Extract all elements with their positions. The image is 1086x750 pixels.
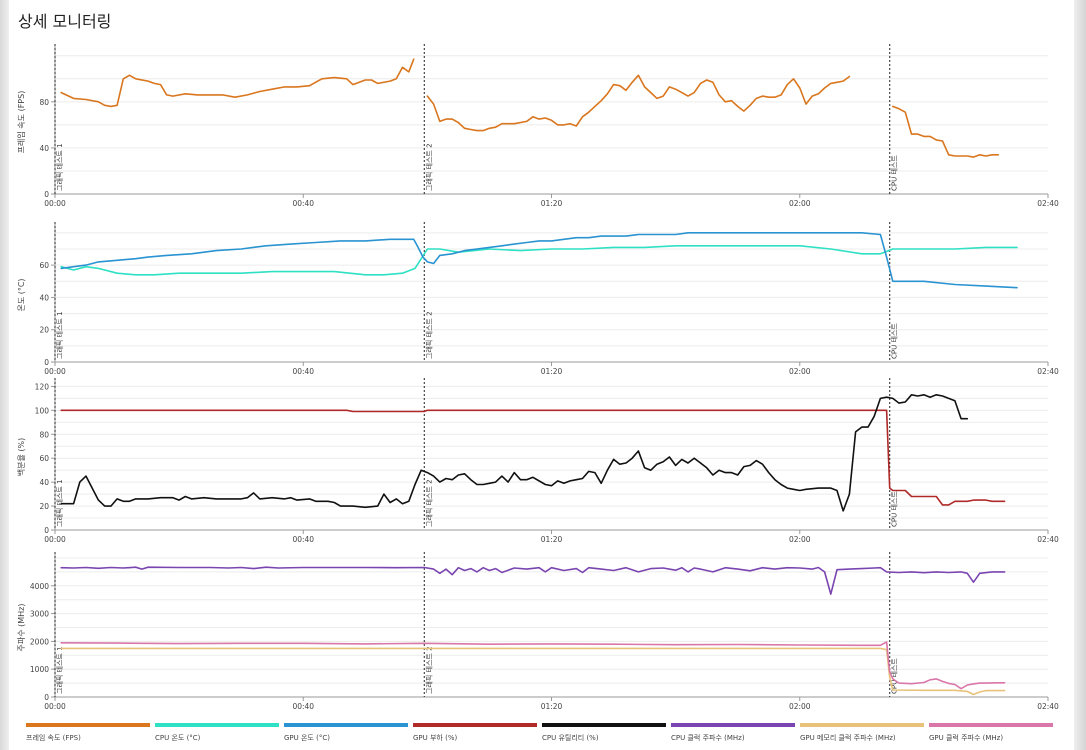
test-marker-label: 그래픽 테스트 1 — [55, 479, 64, 527]
window-frame-right — [1074, 0, 1086, 750]
y-tick-label: 80 — [39, 430, 49, 439]
x-tick-label: 02:00 — [789, 199, 811, 208]
x-tick-label: 00:40 — [292, 702, 314, 711]
x-tick-label: 01:20 — [541, 535, 563, 544]
series-line — [60, 245, 1018, 276]
test-marker-label: CPU 테스트 — [891, 323, 899, 359]
legend-item-gpu-clock[interactable]: GPU 클럭 주파수 (MHz) — [929, 723, 1053, 743]
x-tick-label: 02:40 — [1037, 367, 1059, 376]
legend-swatch — [929, 723, 1053, 727]
window-frame-left — [0, 0, 9, 750]
y-tick-label: 1000 — [30, 665, 49, 674]
test-marker-label: 그래픽 테스트 2 — [424, 479, 433, 527]
y-tick-label: 0 — [44, 190, 49, 199]
legend-label: GPU 클럭 주파수 (MHz) — [929, 734, 1004, 742]
y-tick-label: 40 — [39, 293, 49, 302]
x-tick-label: 01:20 — [541, 702, 563, 711]
series-line — [60, 232, 1018, 289]
y-tick-label: 4000 — [30, 582, 49, 591]
x-tick-label: 00:00 — [44, 702, 66, 711]
series-line — [60, 409, 1006, 506]
series-line — [60, 641, 1006, 690]
y-axis-title: 프레임 속도 (FPS) — [17, 91, 26, 154]
test-marker-label: 그래픽 테스트 2 — [424, 143, 433, 191]
legend-label: 프레임 속도 (FPS) — [26, 734, 81, 742]
x-tick-label: 02:00 — [789, 367, 811, 376]
test-marker-label: 그래픽 테스트 2 — [424, 646, 433, 694]
page-title: 상세 모니터링 — [18, 12, 112, 31]
x-tick-label: 02:40 — [1037, 702, 1059, 711]
legend-swatch — [26, 723, 150, 727]
x-tick-label: 02:40 — [1037, 535, 1059, 544]
legend-label: GPU 온도 (°C) — [284, 734, 330, 742]
x-tick-label: 00:40 — [292, 199, 314, 208]
x-tick-label: 02:00 — [789, 702, 811, 711]
legend-label: CPU 온도 (°C) — [155, 734, 201, 742]
test-marker-label: 그래픽 테스트 1 — [55, 646, 64, 694]
y-tick-label: 0 — [44, 693, 49, 702]
test-marker-label: 그래픽 테스트 1 — [55, 143, 64, 191]
legend-swatch — [155, 723, 279, 727]
series-line — [426, 74, 851, 132]
y-tick-label: 0 — [44, 358, 49, 367]
x-tick-label: 01:20 — [541, 199, 563, 208]
legend-swatch — [671, 723, 795, 727]
y-tick-label: 120 — [35, 382, 50, 391]
y-tick-label: 3000 — [30, 610, 49, 619]
test-marker-label: 그래픽 테스트 1 — [55, 311, 64, 359]
y-tick-label: 2000 — [30, 637, 49, 646]
legend-label: GPU 메모리 클럭 주파수 (MHz) — [800, 734, 896, 742]
legend-item-fps[interactable]: 프레임 속도 (FPS) — [26, 723, 150, 743]
y-axis-title: 주파수 (MHz) — [17, 604, 26, 652]
legend-swatch — [800, 723, 924, 727]
y-tick-label: 0 — [44, 526, 49, 535]
legend: 프레임 속도 (FPS) CPU 온도 (°C) GPU 온도 (°C) GPU… — [26, 723, 1060, 747]
legend-swatch — [413, 723, 537, 727]
charts-area: 0 40 80 00:00 00:40 01:20 02:00 02:40 프레임 속도 (FP… — [16, 44, 1059, 711]
y-tick-label: 40 — [39, 478, 49, 487]
y-tick-label: 60 — [39, 454, 49, 463]
y-tick-label: 100 — [35, 406, 50, 415]
legend-item-gpu-load[interactable]: GPU 부하 (%) — [413, 723, 537, 743]
legend-swatch — [542, 723, 666, 727]
series-line — [60, 58, 415, 108]
x-tick-label: 00:40 — [292, 367, 314, 376]
test-marker-label: CPU 테스트 — [891, 491, 899, 527]
test-marker-label: CPU 테스트 — [891, 658, 899, 694]
x-tick-label: 00:40 — [292, 535, 314, 544]
x-tick-label: 00:00 — [44, 199, 66, 208]
legend-label: CPU 클럭 주파수 (MHz) — [671, 734, 745, 742]
legend-item-gpu-temp[interactable]: GPU 온도 (°C) — [284, 723, 408, 743]
legend-item-cpu-clock[interactable]: CPU 클럭 주파수 (MHz) — [671, 723, 795, 743]
test-marker-label: 그래픽 테스트 2 — [424, 311, 433, 359]
series-line — [891, 105, 1000, 158]
y-tick-label: 60 — [39, 261, 49, 270]
y-tick-label: 20 — [39, 326, 49, 335]
y-tick-label: 80 — [39, 98, 49, 107]
y-tick-label: 40 — [39, 144, 49, 153]
legend-item-gpu-mem-clock[interactable]: GPU 메모리 클럭 주파수 (MHz) — [800, 723, 924, 743]
test-marker-label: CPU 테스트 — [891, 155, 899, 191]
y-tick-label: 20 — [39, 502, 49, 511]
x-tick-label: 02:00 — [789, 535, 811, 544]
x-tick-label: 00:00 — [44, 367, 66, 376]
y-axis-title: 백분율 (%) — [16, 438, 26, 476]
series-line — [60, 566, 1006, 595]
x-tick-label: 01:20 — [541, 367, 563, 376]
legend-item-cpu-temp[interactable]: CPU 온도 (°C) — [155, 723, 279, 743]
x-tick-label: 02:40 — [1037, 199, 1059, 208]
x-tick-label: 00:00 — [44, 535, 66, 544]
series-line — [60, 393, 969, 512]
legend-label: CPU 유틸리티 (%) — [542, 734, 599, 742]
legend-item-cpu-util[interactable]: CPU 유틸리티 (%) — [542, 723, 666, 743]
legend-label: GPU 부하 (%) — [413, 734, 458, 742]
legend-swatch — [284, 723, 408, 727]
y-axis-title: 온도 (°C) — [17, 278, 26, 311]
